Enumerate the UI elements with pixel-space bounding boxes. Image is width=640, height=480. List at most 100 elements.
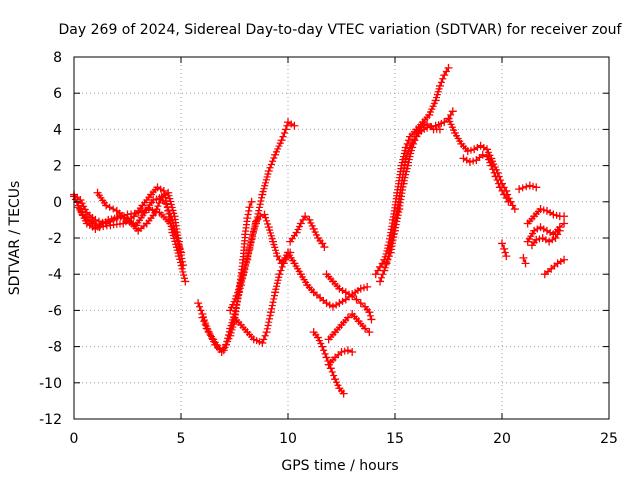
data-point-interp — [241, 261, 249, 269]
data-point-interp — [385, 252, 393, 260]
data-point-interp — [197, 306, 205, 314]
data-point-interp — [548, 236, 556, 244]
data-point-interp — [400, 177, 408, 185]
data-point-interp — [262, 176, 270, 184]
data-point-interp — [407, 150, 415, 158]
data-point-interp — [402, 171, 410, 179]
data-point-interp — [295, 267, 303, 275]
data-point-interp — [480, 144, 488, 151]
data-point-interp — [312, 331, 320, 339]
data-point-interp — [502, 194, 510, 202]
data-point-interp — [268, 235, 276, 243]
data-point-interp — [394, 211, 402, 219]
data-point-interp — [116, 220, 124, 228]
series-trace-4 — [93, 188, 183, 252]
data-point-interp — [177, 251, 185, 259]
data-point-interp — [274, 276, 282, 284]
data-point-interp — [315, 337, 323, 345]
series-trace-21 — [515, 181, 541, 194]
data-point-interp — [330, 372, 338, 380]
data-point-interp — [103, 222, 111, 230]
series-trace-11 — [322, 270, 376, 324]
series-band — [289, 215, 326, 248]
data-point-interp — [360, 284, 368, 292]
data-point-interp — [535, 235, 543, 243]
x-tick-label: 15 — [386, 431, 404, 447]
data-point-interp — [178, 265, 186, 273]
series-trace-24 — [527, 226, 564, 250]
data-point-interp — [254, 210, 262, 218]
data-point-interp — [426, 123, 434, 131]
data-point-interp — [106, 203, 114, 211]
data-point-interp — [166, 209, 174, 217]
data-point — [519, 253, 528, 262]
data-point-interp — [389, 236, 397, 244]
data-point-interp — [173, 237, 181, 245]
data-point-interp — [354, 286, 362, 294]
chart-title: Day 269 of 2024, Sidereal Day-to-day VTE… — [59, 22, 623, 38]
data-point-interp — [263, 217, 271, 225]
data-point-interp — [456, 137, 464, 145]
series-trace-19 — [459, 150, 513, 206]
data-point-interp — [268, 305, 276, 313]
data-point-interp — [244, 251, 252, 259]
data-point-interp — [241, 264, 249, 272]
data-point-interp — [245, 207, 253, 215]
data-point-interp — [299, 216, 307, 224]
data-point-interp — [265, 315, 273, 323]
data-point-interp — [327, 275, 335, 283]
data-point-interp — [129, 220, 137, 228]
data-point-interp — [379, 270, 387, 278]
data-point-interp — [390, 233, 398, 241]
data-point — [266, 308, 275, 317]
y-tick-label: 4 — [53, 122, 62, 138]
data-point-interp — [437, 119, 445, 127]
data-point-interp — [273, 282, 281, 290]
data-point — [301, 212, 310, 221]
data-point-interp — [264, 170, 272, 178]
data-point-interp — [153, 205, 161, 213]
data-point-interp — [522, 183, 530, 191]
data-point-interp — [317, 340, 325, 348]
data-point-interp — [401, 158, 409, 166]
data-point-interp — [176, 244, 184, 252]
data-point-interp — [486, 159, 494, 167]
data-point-interp — [410, 128, 418, 136]
data-point-interp — [248, 235, 256, 243]
data-point-interp — [245, 248, 253, 256]
data-point-interp — [407, 147, 415, 155]
data-point-interp — [329, 331, 337, 339]
data-point-interp — [307, 219, 315, 227]
data-point-interp — [262, 214, 270, 222]
data-point-interp — [249, 232, 257, 240]
data-point-interp — [534, 207, 542, 215]
y-tick-label: 8 — [53, 50, 62, 66]
data-point-interp — [467, 146, 475, 154]
data-point-interp — [402, 168, 410, 176]
data-point-interp — [234, 286, 242, 294]
data-point-interp — [149, 211, 157, 219]
data-point-interp — [366, 312, 374, 320]
data-point-interp — [395, 208, 403, 216]
data-point-interp — [78, 199, 86, 207]
data-point-interp — [269, 157, 277, 165]
data-point-interp — [140, 222, 148, 230]
data-point-interp — [387, 245, 395, 253]
series-trace-20 — [498, 239, 511, 261]
data-point-interp — [542, 236, 550, 244]
data-point-interp — [333, 378, 341, 386]
data-point-interp — [339, 286, 347, 294]
data-point-interp — [89, 213, 97, 221]
data-point-interp — [389, 239, 397, 247]
data-point-interp — [388, 242, 396, 250]
data-point-interp — [231, 295, 239, 303]
y-tick-label: -4 — [48, 267, 62, 283]
data-series — [70, 63, 569, 398]
y-tick-label: 0 — [53, 195, 62, 211]
data-point-interp — [213, 341, 221, 349]
data-point-interp — [200, 317, 208, 325]
data-point-interp — [433, 125, 441, 133]
data-point-interp — [489, 165, 497, 173]
data-point-interp — [107, 215, 115, 223]
